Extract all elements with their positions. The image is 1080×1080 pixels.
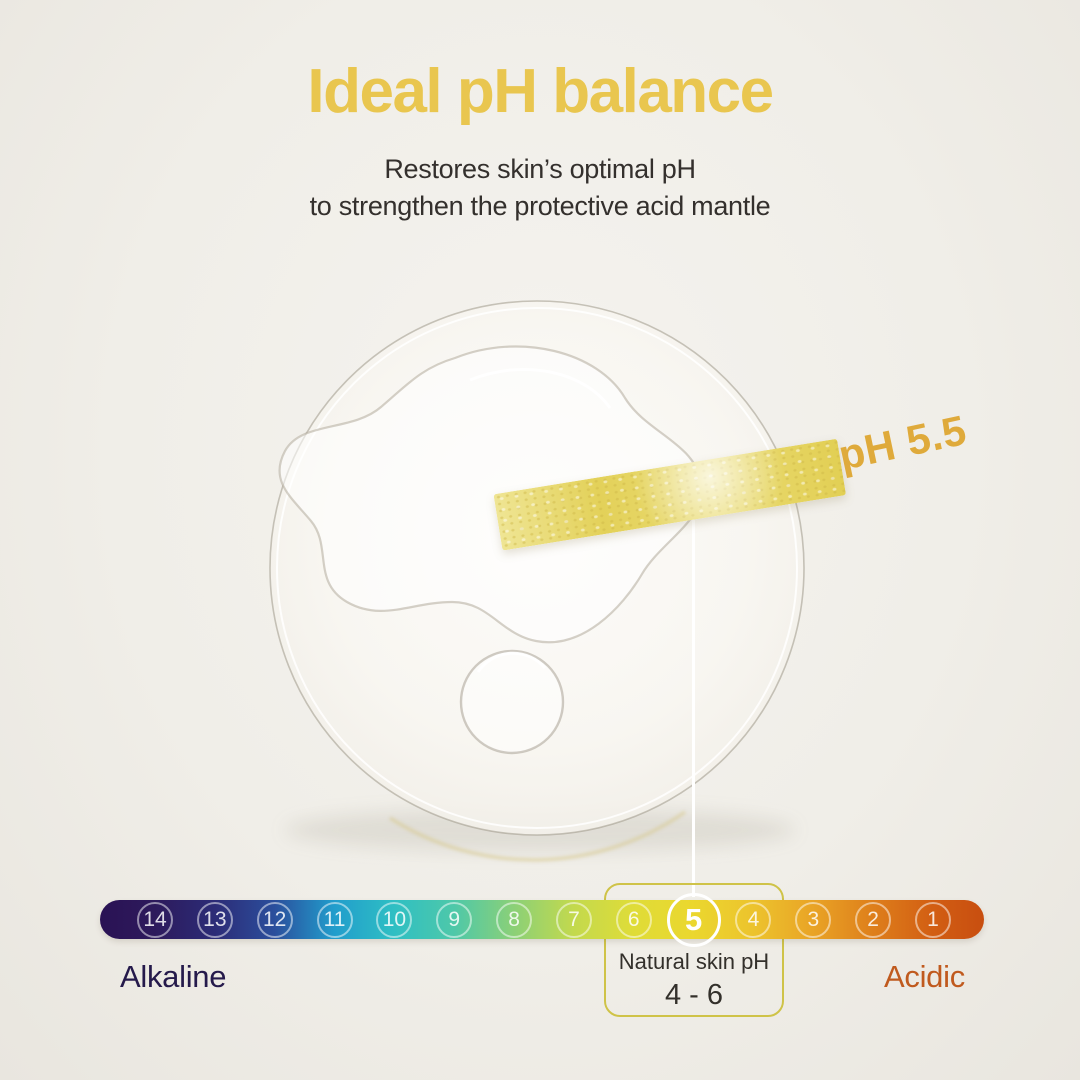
callout-title: Natural skin pH xyxy=(618,949,770,974)
ph-scale-number: 13 xyxy=(196,901,233,938)
gel-droplet-highlight xyxy=(476,651,547,673)
acidic-label: Acidic xyxy=(884,959,965,994)
ph-scale-number: 6 xyxy=(615,901,652,938)
ph-scale-number: 12 xyxy=(256,901,293,938)
dish-inner-rim xyxy=(276,307,798,829)
page-title: Ideal pH balance xyxy=(307,57,774,126)
indicator-line xyxy=(692,472,695,897)
ph-scale-number: 3 xyxy=(795,901,832,938)
page-subtitle: Restores skin’s optimal pH to strengthen… xyxy=(0,151,1080,225)
gel-blob xyxy=(278,345,704,644)
ph-scale-number: 14 xyxy=(137,901,173,938)
ph-scale-number: 11 xyxy=(316,901,353,938)
alkaline-label: Alkaline xyxy=(120,959,227,994)
subtitle-line-2: to strengthen the protective acid mantle xyxy=(309,191,771,221)
ph-scale-number: 7 xyxy=(555,901,592,938)
ph-scale-bar: 14 13 12 11 10 9 8 7 6 5 4 3 2 1 xyxy=(100,892,984,947)
callout-box: Natural skin pH 4 - 6 xyxy=(604,883,784,1017)
callout-range: 4 - 6 xyxy=(664,979,724,1011)
ph-scale-number: 2 xyxy=(855,901,892,938)
ph-scale-number: 8 xyxy=(496,901,533,938)
gel-droplet xyxy=(459,649,565,755)
subtitle-line-1: Restores skin’s optimal pH xyxy=(384,154,696,184)
dish-edge-tint xyxy=(389,810,687,862)
ph-scale-number: 9 xyxy=(436,901,473,938)
ph-scale-number: 10 xyxy=(376,901,413,938)
ph-scale-number: 1 xyxy=(914,901,951,938)
ph-scale-number: 4 xyxy=(735,901,772,938)
gel-blob-highlight xyxy=(469,368,612,409)
ph-scale-number-active: 5 xyxy=(666,892,721,947)
